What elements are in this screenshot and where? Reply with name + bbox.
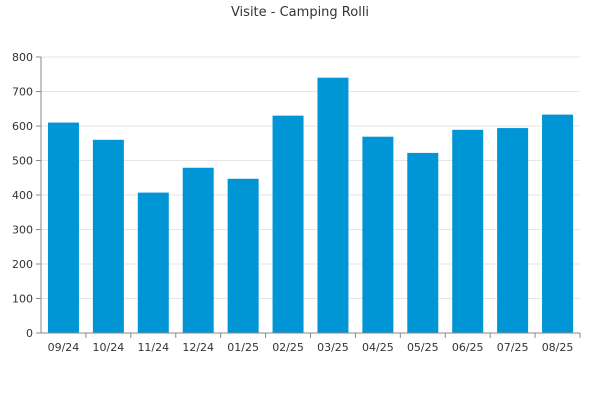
bar-12-24[interactable] [182,167,214,333]
bar-07-25[interactable] [497,128,529,333]
x-tick-label-11-24: 11/24 [137,341,169,354]
bar-01-25[interactable] [227,178,259,333]
x-tick-label-09-24: 09/24 [48,341,80,354]
x-tick-label-02-25: 02/25 [272,341,304,354]
bar-08-25[interactable] [542,114,574,334]
x-tick-label-03-25: 03/25 [317,341,349,354]
bar-05-25[interactable] [407,152,439,333]
bars [47,77,574,334]
y-tick-label-600: 600 [12,120,33,133]
chart-title: Visite - Camping Rolli [231,5,369,20]
bar-02-25[interactable] [272,115,304,334]
gridlines [41,56,580,299]
x-tick-label-12-24: 12/24 [182,341,214,354]
bar-09-24[interactable] [47,122,79,333]
x-tick-label-04-25: 04/25 [362,341,394,354]
y-tick-label-400: 400 [12,189,33,202]
bar-10-24[interactable] [92,139,124,333]
x-tick-labels: 09/24 10/24 11/24 12/24 01/25 02/25 03/25 04/25… [48,333,581,354]
bar-06-25[interactable] [452,129,484,333]
bar-04-25[interactable] [362,136,394,333]
x-tick-label-05-25: 05/25 [407,341,439,354]
y-tick-label-800: 800 [12,51,33,64]
y-tick-label-300: 300 [12,224,33,237]
x-tick-label-06-25: 06/25 [452,341,484,354]
bar-03-25[interactable] [317,77,349,333]
x-tick-label-07-25: 07/25 [497,341,529,354]
bar-11-24[interactable] [137,192,169,333]
y-tick-label-500: 500 [12,155,33,168]
y-tick-label-100: 100 [12,293,33,306]
x-tick-label-08-25: 08/25 [542,341,574,354]
y-tick-label-200: 200 [12,258,33,271]
y-tick-label-700: 700 [12,86,33,99]
x-tick-label-01-25: 01/25 [227,341,259,354]
y-tick-labels: 0 100 200 300 400 500 600 700 800 [12,51,41,340]
y-tick-label-0: 0 [26,327,33,340]
x-tick-label-10-24: 10/24 [93,341,125,354]
